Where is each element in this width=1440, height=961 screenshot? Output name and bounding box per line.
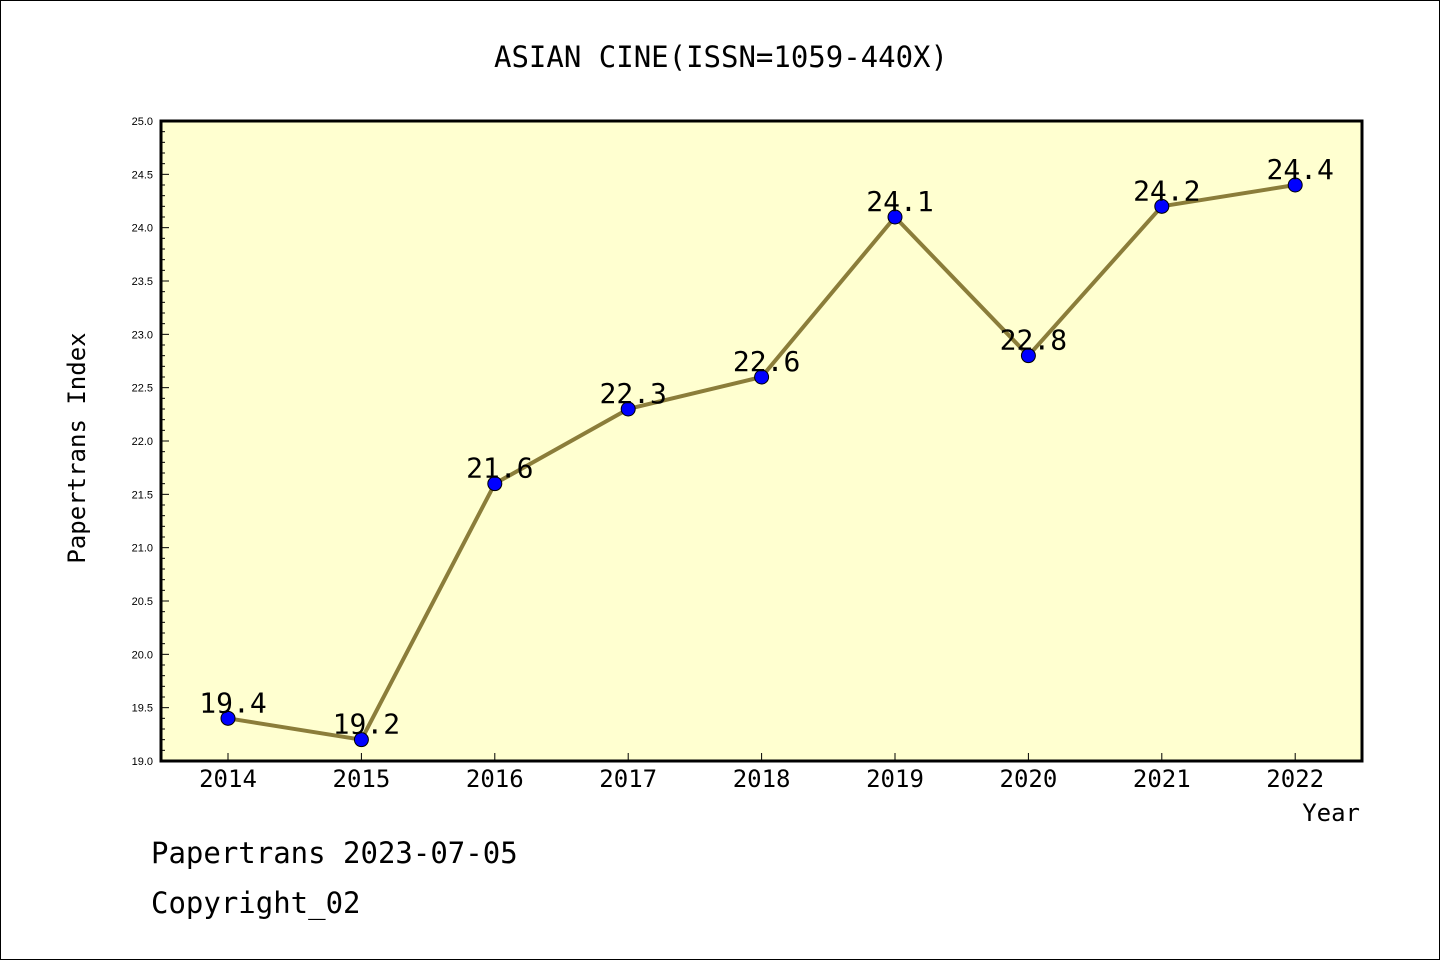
x-axis: 2014 2015 2016 2017 2018 2019 2020 2021 2022	[199, 753, 1324, 793]
y-tick-label: 23.0	[132, 329, 153, 341]
data-point	[1154, 198, 1170, 214]
data-label: 24.4	[1266, 153, 1333, 186]
y-tick-label: 20.0	[132, 649, 153, 661]
y-tick-label: 22.0	[132, 436, 153, 448]
data-point	[887, 209, 903, 225]
data-point	[1020, 348, 1036, 364]
series-line-group	[220, 177, 1303, 748]
footer-copyright: Copyright_02	[151, 886, 361, 920]
y-tick-label: 23.5	[132, 276, 153, 288]
data-point	[620, 401, 636, 417]
x-tick-label: 2016	[466, 765, 524, 793]
x-tick-label: 2017	[599, 765, 657, 793]
y-tick-label: 22.5	[132, 383, 153, 395]
data-label: 24.1	[866, 185, 933, 218]
y-tick-label: 24.0	[132, 223, 153, 235]
footer-date: Papertrans 2023-07-05	[151, 836, 518, 870]
chart-title: ASIAN CINE(ISSN=1059-440X)	[494, 40, 948, 74]
data-point	[353, 732, 369, 748]
y-tick-label: 19.5	[132, 703, 153, 715]
data-label: 21.6	[466, 452, 533, 485]
x-tick-label: 2014	[199, 765, 257, 793]
plot-area	[159, 119, 1364, 763]
y-tick-label: 21.5	[132, 489, 153, 501]
y-tick-label: 19.0	[132, 756, 153, 768]
x-tick-label: 2020	[1000, 765, 1058, 793]
data-point	[487, 476, 503, 492]
data-label: 22.3	[599, 377, 666, 410]
y-tick-label: 21.0	[132, 543, 153, 555]
x-tick-label: 2015	[333, 765, 391, 793]
x-tick-label: 2022	[1266, 765, 1324, 793]
x-tick-label: 2021	[1133, 765, 1191, 793]
data-label: 19.4	[199, 686, 266, 719]
y-tick-label: 20.5	[132, 596, 153, 608]
data-point	[754, 369, 770, 385]
data-label: 22.6	[733, 345, 800, 378]
y-tick-label: 25.0	[132, 116, 153, 128]
y-tick-label: 24.5	[132, 169, 153, 181]
y-axis-title: Papertrans Index	[63, 332, 91, 563]
data-point	[1287, 177, 1303, 193]
y-axis: 19.0 19.5 20.0 20.5 21.0 21.5 22.0 22.5 23.0 23.5…	[132, 116, 169, 768]
data-label-group: 19.4 19.2 21.6 22.3 22.6 24.1 22.8 24.2 24.4	[199, 153, 1334, 741]
data-point	[220, 710, 236, 726]
data-label: 22.8	[1000, 324, 1067, 357]
x-axis-title: Year	[1302, 799, 1360, 827]
data-label: 24.2	[1133, 174, 1200, 207]
x-tick-label: 2019	[866, 765, 924, 793]
data-label: 19.2	[333, 708, 400, 741]
x-tick-label: 2018	[733, 765, 791, 793]
